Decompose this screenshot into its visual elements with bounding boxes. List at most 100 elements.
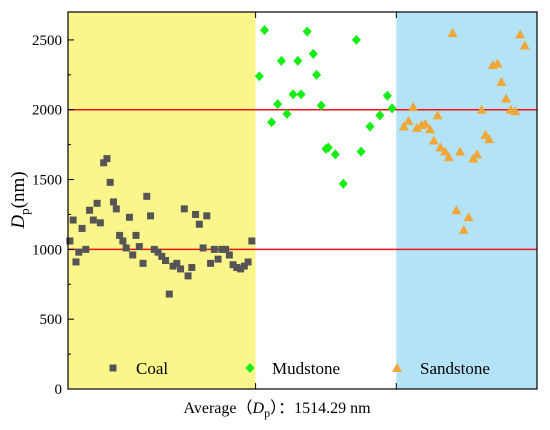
legend-item-sandstone: Sandstone xyxy=(392,359,490,378)
mudstone-point xyxy=(365,121,375,132)
coal-point xyxy=(244,258,252,266)
coal-point xyxy=(106,178,114,186)
legend-marker-mudstone xyxy=(245,363,255,373)
mudstone-point xyxy=(254,71,264,82)
coal-point xyxy=(184,272,192,280)
coal-point xyxy=(188,264,196,272)
coal-point xyxy=(225,251,233,259)
mudstone-point xyxy=(282,108,292,119)
coal-point xyxy=(210,245,218,253)
coal-point xyxy=(69,216,77,224)
sandstone-point xyxy=(443,152,454,162)
coal-point xyxy=(240,262,248,270)
sandstone-point xyxy=(435,142,446,152)
series-mudstone xyxy=(254,25,397,189)
mudstone-point xyxy=(356,146,366,157)
coal-point xyxy=(165,290,173,298)
mudstone-point xyxy=(260,25,270,36)
coal-point xyxy=(237,265,245,273)
coal-point xyxy=(154,248,162,256)
mudstone-point xyxy=(293,55,303,66)
coal-point xyxy=(195,220,203,228)
legend-label: Sandstone xyxy=(420,359,490,378)
axes: 0 500 1000 1500 2000 2500 xyxy=(32,11,538,398)
coal-point xyxy=(143,192,151,200)
mudstone-point xyxy=(338,178,348,189)
mudstone-point xyxy=(276,55,286,66)
legend-item-mudstone: Mudstone xyxy=(245,359,340,378)
sandstone-point xyxy=(458,224,469,234)
coal-point xyxy=(129,251,137,259)
mudstone-point xyxy=(296,89,306,100)
mudstone-point xyxy=(302,26,312,37)
coal-point xyxy=(72,258,80,266)
sandstone-point xyxy=(455,146,466,156)
coal-point xyxy=(162,257,170,265)
coal-point xyxy=(233,264,241,272)
average-caption: Average（Dp）：1514.29 nm xyxy=(183,399,371,420)
legend-item-coal: Coal xyxy=(109,359,168,378)
coal-point xyxy=(82,245,90,253)
legend-marker-sandstone xyxy=(392,363,402,372)
sandstone-point xyxy=(515,29,526,39)
mudstone-point xyxy=(316,100,326,111)
legend-marker-coal xyxy=(109,364,117,372)
sandstone-point xyxy=(440,146,451,156)
coal-point xyxy=(122,244,130,252)
coal-point xyxy=(158,252,166,260)
mudstone-point xyxy=(375,110,385,121)
coal-point xyxy=(103,155,111,163)
mudstone-point xyxy=(308,48,318,59)
coal-point xyxy=(229,261,237,269)
region-band-1 xyxy=(255,12,397,389)
sandstone-point xyxy=(492,58,503,68)
coal-point xyxy=(135,243,143,251)
legend-label: Coal xyxy=(136,359,168,378)
coal-point xyxy=(96,219,104,227)
coal-point xyxy=(86,206,94,214)
coal-point xyxy=(109,198,117,206)
coal-point xyxy=(248,237,256,245)
y-tick-label: 2500 xyxy=(32,33,62,49)
mudstone-point xyxy=(382,90,392,101)
sandstone-point xyxy=(510,106,521,116)
sandstone-point xyxy=(476,104,487,114)
coal-point xyxy=(75,248,83,256)
sandstone-point xyxy=(398,121,409,131)
plot-frame xyxy=(67,11,538,390)
coal-point xyxy=(150,245,158,253)
sandstone-point xyxy=(403,115,414,125)
mudstone-point xyxy=(323,142,333,153)
coal-point xyxy=(177,265,185,273)
y-axis-label: Dp(nm) xyxy=(8,171,32,229)
sandstone-point xyxy=(425,124,436,134)
sandstone-point xyxy=(428,135,439,145)
coal-point xyxy=(132,231,140,239)
coal-point xyxy=(207,259,215,267)
coal-point xyxy=(93,199,101,207)
y-tick-label: 500 xyxy=(40,312,63,328)
data-points xyxy=(66,25,530,298)
y-tick-label: 1500 xyxy=(32,173,62,189)
coal-point xyxy=(173,259,181,267)
coal-point xyxy=(192,210,200,218)
coal-point xyxy=(66,237,74,245)
sandstone-point xyxy=(411,122,422,132)
coal-point xyxy=(147,212,155,220)
sandstone-point xyxy=(420,118,431,128)
sandstone-point xyxy=(501,93,512,103)
series-coal xyxy=(66,155,256,298)
sandstone-point xyxy=(519,40,530,50)
sandstone-point xyxy=(447,27,458,37)
series-sandstone xyxy=(398,27,530,234)
mudstone-point xyxy=(267,117,277,128)
mudstone-point xyxy=(312,69,322,80)
y-tick-label: 0 xyxy=(55,382,63,398)
mudstone-point xyxy=(288,89,298,100)
coal-point xyxy=(180,205,188,213)
coal-point xyxy=(78,224,86,232)
coal-point xyxy=(218,245,226,253)
coal-point xyxy=(139,259,147,267)
coal-point xyxy=(222,245,230,253)
coal-point xyxy=(100,159,108,167)
